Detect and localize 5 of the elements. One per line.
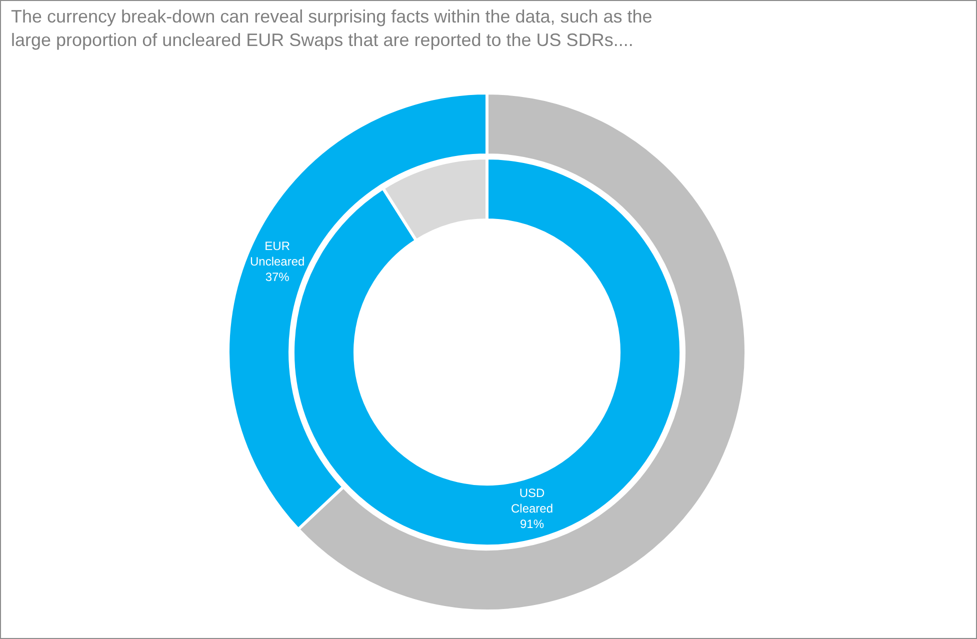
data-label: 37% xyxy=(265,270,290,284)
data-label: 91% xyxy=(520,517,544,532)
slice-label: EUR Uncleared xyxy=(250,239,305,269)
chart-title: The currency break-down can reveal surprising facts within the data, such as the large proportion of uncleared EUR Swaps that are reported to the US SDRs.... xyxy=(11,6,652,50)
slice-label: USD Cleared xyxy=(511,486,554,516)
